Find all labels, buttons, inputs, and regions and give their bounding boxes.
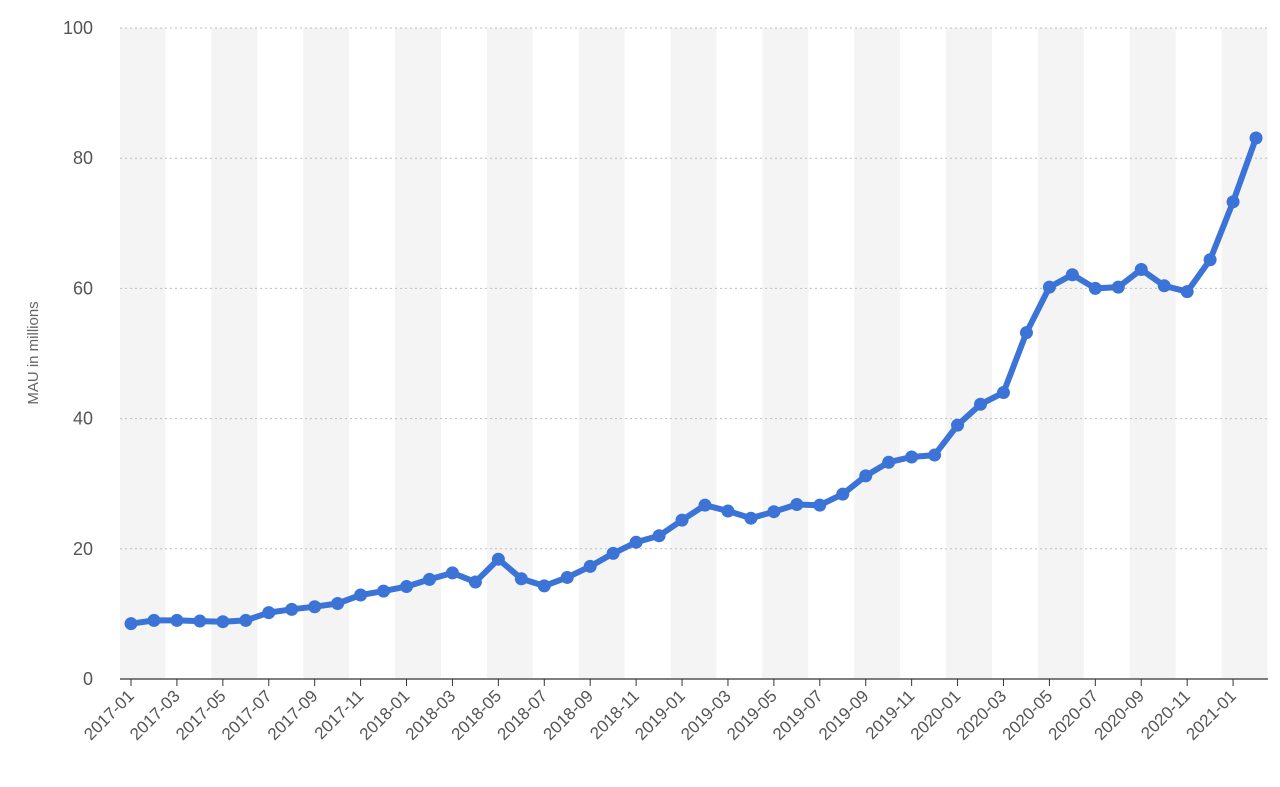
column-band <box>120 28 166 679</box>
x-tick-label: 2017-05 <box>172 686 230 744</box>
data-point <box>560 570 574 584</box>
data-point <box>1111 280 1125 294</box>
x-tick-label: 2021-01 <box>1182 686 1240 744</box>
x-tick-label: 2018-01 <box>356 686 414 744</box>
data-point <box>400 580 414 594</box>
data-point <box>583 559 597 573</box>
y-tick-label: 80 <box>73 148 93 168</box>
x-tick-label: 2020-07 <box>1045 686 1103 744</box>
column-band <box>946 28 992 679</box>
data-point <box>951 418 965 432</box>
x-tick-label: 2018-05 <box>448 686 506 744</box>
data-point <box>928 448 942 462</box>
x-tick-label: 2019-07 <box>769 686 827 744</box>
data-point <box>744 511 758 525</box>
data-point <box>285 602 299 616</box>
x-tick-label: 2020-09 <box>1091 686 1149 744</box>
column-band <box>1221 28 1268 679</box>
data-point <box>1042 280 1056 294</box>
data-point <box>882 455 896 469</box>
data-point <box>537 579 551 593</box>
data-point <box>445 566 459 580</box>
column-band <box>762 28 809 679</box>
column-band <box>578 28 625 679</box>
data-point <box>836 487 850 501</box>
series-layer <box>124 131 1263 631</box>
data-point <box>170 613 184 627</box>
data-point <box>996 386 1010 400</box>
data-point <box>468 575 482 589</box>
column-band <box>395 28 441 679</box>
data-point <box>193 614 207 628</box>
data-point <box>974 397 988 411</box>
x-tick-label: 2020-01 <box>907 686 965 744</box>
data-point <box>1249 131 1263 145</box>
column-band <box>1037 28 1084 679</box>
data-point <box>377 584 391 598</box>
data-point <box>1226 195 1240 209</box>
data-point <box>629 535 643 549</box>
data-point <box>1088 281 1102 295</box>
data-point <box>767 505 781 519</box>
data-point <box>652 529 666 543</box>
data-point <box>354 588 368 602</box>
data-point <box>790 498 804 512</box>
data-point <box>331 596 345 610</box>
data-point <box>606 546 620 560</box>
x-tick-label: 2019-09 <box>815 686 873 744</box>
x-tick-label: 2018-03 <box>402 686 460 744</box>
y-tick-label: 100 <box>63 18 93 38</box>
x-tick-label: 2017-09 <box>264 686 322 744</box>
column-band <box>1129 28 1176 679</box>
data-point <box>1203 253 1217 267</box>
data-point <box>147 613 161 627</box>
data-point <box>308 600 322 614</box>
data-point <box>1157 279 1171 293</box>
data-point <box>491 552 505 566</box>
y-axis-label: MAU in millions <box>25 301 42 404</box>
y-axis-ticks: 0 20 40 60 80 100 <box>63 18 93 689</box>
data-point <box>262 606 276 620</box>
x-tick-label: 2017-01 <box>80 686 138 744</box>
data-point <box>1134 263 1148 277</box>
x-tick-label: 2020-05 <box>999 686 1057 744</box>
x-tick-label: 2019-03 <box>677 686 735 744</box>
data-point <box>675 513 689 527</box>
data-point <box>721 504 735 518</box>
data-point <box>1019 326 1033 340</box>
y-tick-label: 20 <box>73 539 93 559</box>
y-tick-label: 40 <box>73 409 93 429</box>
column-band <box>211 28 258 679</box>
data-point <box>859 469 873 483</box>
y-tick-label: 60 <box>73 278 93 298</box>
gridlines <box>120 27 1268 680</box>
x-tick-label: 2018-07 <box>494 686 552 744</box>
x-axis-ticks: 2017-012017-032017-052017-072017-092017-… <box>80 679 1240 744</box>
data-point <box>698 498 712 512</box>
column-band <box>670 28 717 679</box>
data-point <box>239 613 253 627</box>
column-band <box>854 28 901 679</box>
x-tick-label: 2018-09 <box>539 686 597 744</box>
data-point <box>813 498 827 512</box>
column-bands <box>120 28 1268 679</box>
x-tick-label: 2017-03 <box>126 686 184 744</box>
x-tick-label: 2020-03 <box>953 686 1011 744</box>
data-point <box>216 615 230 629</box>
data-point <box>124 617 138 631</box>
x-tick-label: 2019-01 <box>631 686 689 744</box>
data-point <box>905 450 919 464</box>
data-point <box>1180 285 1194 299</box>
data-point <box>422 572 436 586</box>
column-band <box>303 28 350 679</box>
data-point <box>514 572 528 586</box>
x-tick-label: 2017-07 <box>218 686 276 744</box>
data-point <box>1065 268 1079 282</box>
y-tick-label: 0 <box>83 669 93 689</box>
x-tick-label: 2019-05 <box>723 686 781 744</box>
